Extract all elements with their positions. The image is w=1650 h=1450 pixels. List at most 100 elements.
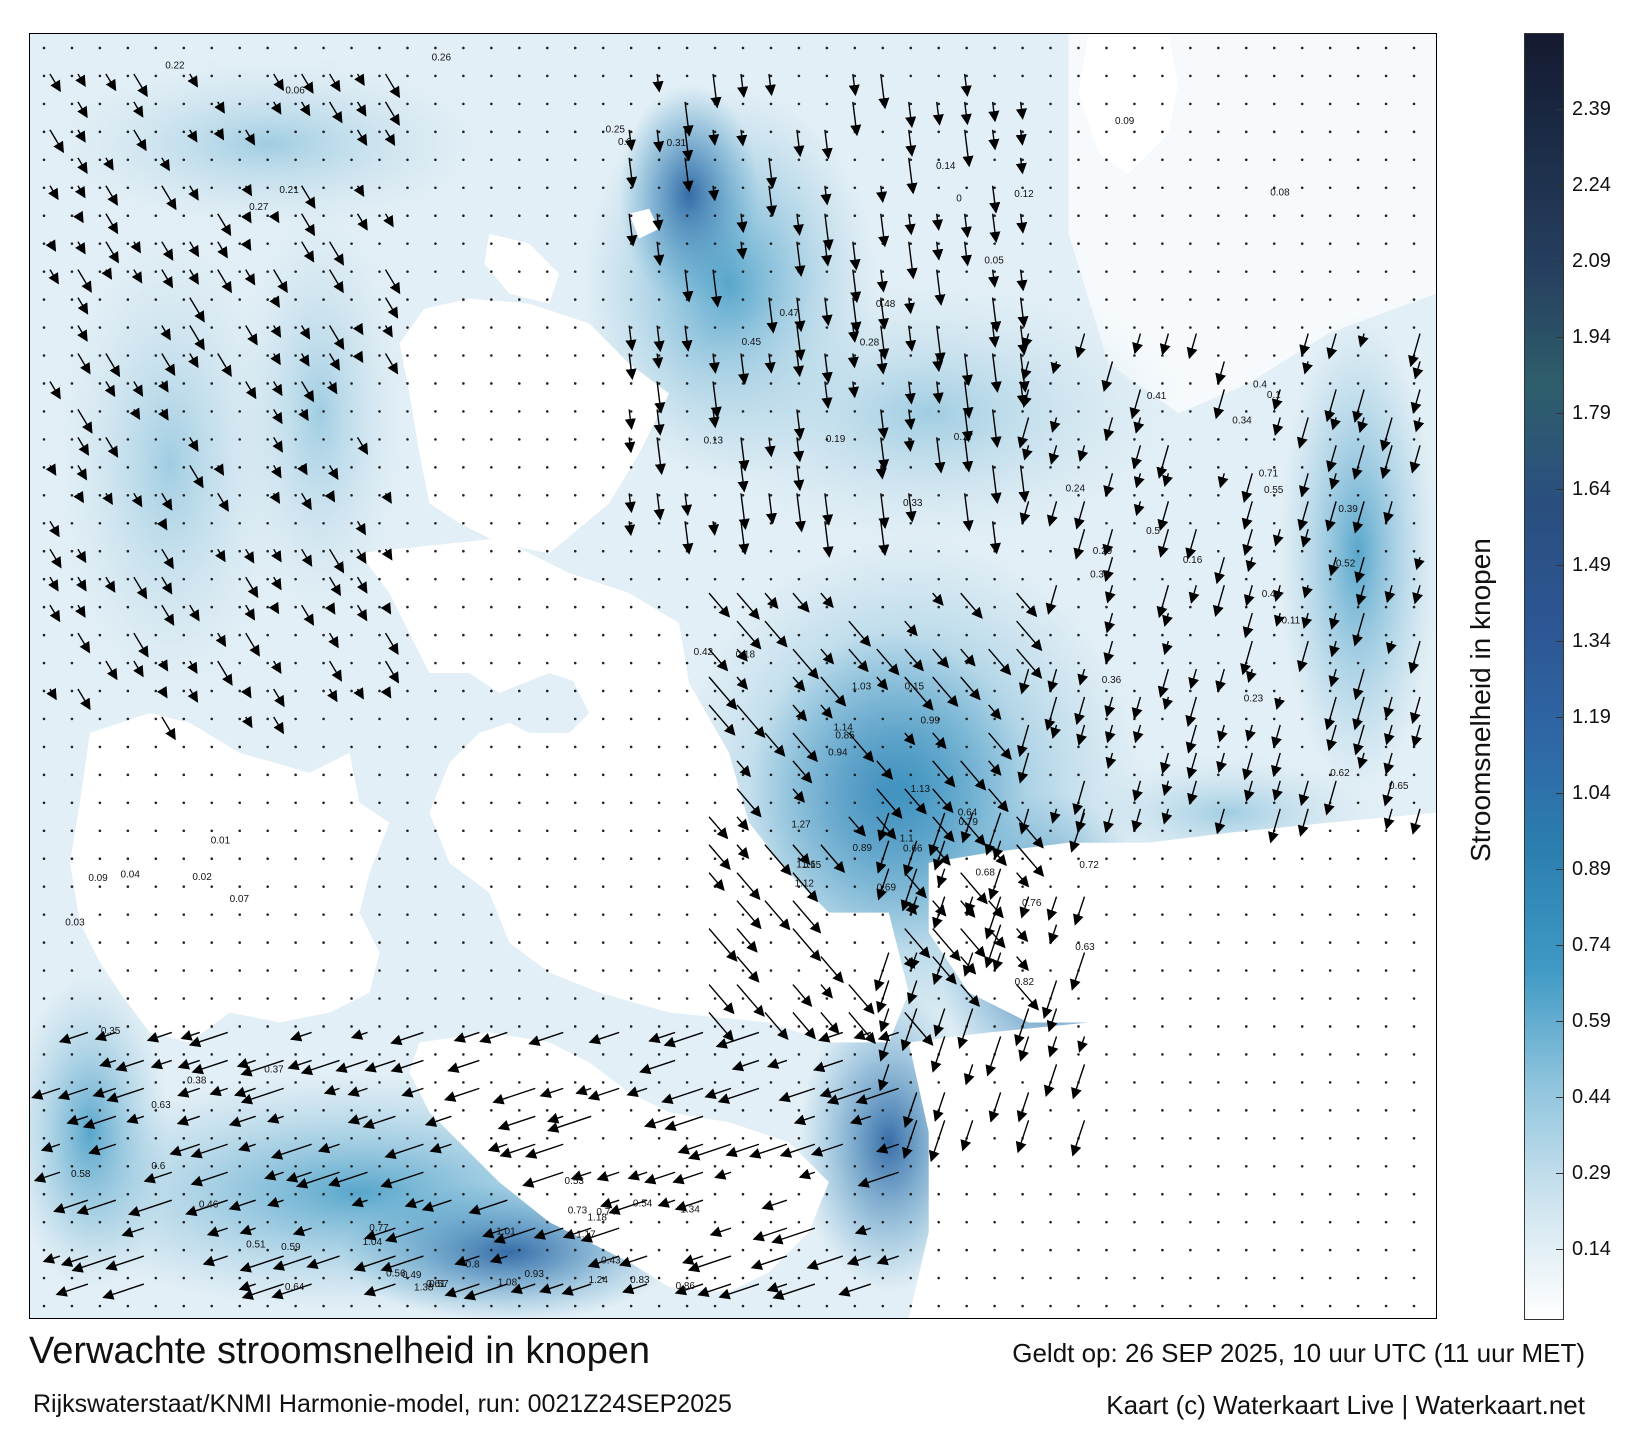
- grid-dot: [629, 74, 633, 78]
- grid-dot: [1021, 549, 1024, 553]
- grid-dot: [210, 382, 214, 385]
- colorbar-tick-label: 2.09: [1572, 250, 1611, 272]
- grid-dot: [881, 242, 885, 245]
- grid-dot: [1328, 857, 1332, 861]
- current-arrow: [101, 267, 113, 280]
- grid-dot: [70, 493, 74, 497]
- grid-dot: [490, 1220, 493, 1224]
- grid-dot: [797, 46, 801, 50]
- grid-dot: [350, 913, 353, 916]
- current-arrow: [708, 185, 720, 202]
- grid-dot: [965, 941, 968, 944]
- speed-label: 1.18: [588, 1213, 608, 1224]
- current-arrow: [1245, 556, 1257, 573]
- current-arrow: [793, 1114, 816, 1126]
- speed-label: 1.03: [852, 681, 872, 692]
- grid-dot: [490, 214, 493, 218]
- grid-dot: [1217, 549, 1220, 553]
- grid-dot: [434, 1304, 437, 1308]
- map-area[interactable]: 0.27 0.22 0.21 0.06 0.2 0.26 0.25 0.31 0.05 0.09 0…: [29, 33, 1437, 1319]
- grid-dot: [42, 326, 46, 329]
- current-arrow: [327, 464, 339, 481]
- grid-dot: [406, 186, 409, 190]
- grid-dot: [434, 130, 437, 134]
- grid-dot: [294, 661, 297, 665]
- speed-label: 0.63: [1075, 942, 1095, 953]
- grid-dot: [769, 74, 773, 78]
- grid-dot: [685, 410, 689, 413]
- grid-dot: [1272, 438, 1276, 441]
- grid-dot: [350, 270, 353, 273]
- grid-dot: [1161, 745, 1164, 749]
- grid-dot: [518, 717, 521, 721]
- grid-dot: [1049, 969, 1052, 972]
- current-arrow: [962, 952, 974, 977]
- speed-label: 1.12: [795, 878, 815, 889]
- grid-dot: [769, 885, 773, 888]
- grid-dot: [1133, 801, 1136, 805]
- grid-dot: [42, 382, 46, 385]
- grid-dot: [378, 829, 381, 833]
- grid-dot: [294, 493, 297, 497]
- grid-dot: [1244, 605, 1248, 609]
- grid-dot: [1217, 885, 1220, 888]
- current-arrow: [161, 548, 174, 570]
- grid-dot: [378, 717, 381, 721]
- grid-dot: [1356, 326, 1360, 329]
- current-arrow: [1016, 592, 1038, 618]
- grid-dot: [797, 969, 801, 972]
- grid-dot: [42, 577, 46, 581]
- grid-dot: [1217, 493, 1220, 497]
- grid-dot: [294, 1053, 297, 1056]
- grid-dot: [685, 1304, 689, 1308]
- grid-dot: [70, 1081, 74, 1084]
- grid-dot: [769, 1192, 773, 1196]
- colorbar-tick-label: 2.39: [1572, 98, 1611, 120]
- grid-dot: [909, 1164, 913, 1168]
- current-arrow: [49, 381, 61, 400]
- grid-dot: [518, 689, 521, 693]
- grid-dot: [1272, 102, 1276, 106]
- current-arrow: [624, 409, 636, 430]
- current-arrow: [77, 297, 89, 315]
- speed-label: 0.57: [429, 1279, 449, 1290]
- current-arrow: [905, 493, 917, 523]
- current-arrow: [298, 353, 310, 367]
- grid-dot: [294, 1248, 297, 1252]
- colorbar-tick-label: 0.29: [1572, 1162, 1611, 1185]
- grid-dot: [713, 661, 717, 665]
- current-arrow: [1352, 668, 1365, 701]
- grid-dot: [629, 46, 633, 50]
- current-arrow: [1104, 724, 1116, 744]
- grid-dot: [741, 1248, 745, 1252]
- grid-dot: [1161, 1081, 1164, 1084]
- grid-dot: [1412, 913, 1416, 916]
- grid-dot: [1077, 605, 1080, 609]
- grid-dot: [1244, 186, 1248, 190]
- speed-label: 1.1: [900, 834, 914, 845]
- grid-dot: [1384, 1109, 1388, 1112]
- current-arrow: [820, 185, 832, 206]
- grid-dot: [993, 1164, 996, 1168]
- current-arrow: [853, 1029, 872, 1041]
- current-arrow: [737, 353, 750, 385]
- grid-dot: [1412, 633, 1416, 637]
- grid-dot: [1049, 298, 1052, 301]
- grid-dot: [797, 549, 801, 553]
- grid-dot: [573, 158, 577, 162]
- speed-label: 0.58: [71, 1169, 91, 1180]
- grid-dot: [769, 242, 773, 245]
- grid-dot: [266, 1220, 269, 1224]
- current-arrow: [241, 1283, 284, 1300]
- grid-dot: [42, 969, 46, 972]
- current-arrow: [984, 896, 1002, 940]
- grid-dot: [1244, 689, 1248, 693]
- grid-dot: [70, 773, 74, 777]
- grid-dot: [126, 493, 130, 497]
- current-arrow: [324, 490, 336, 503]
- grid-dot: [853, 1248, 857, 1252]
- grid-dot: [853, 270, 857, 273]
- grid-dot: [909, 410, 913, 413]
- current-arrows: [31, 73, 1425, 1301]
- grid-dot: [825, 270, 829, 273]
